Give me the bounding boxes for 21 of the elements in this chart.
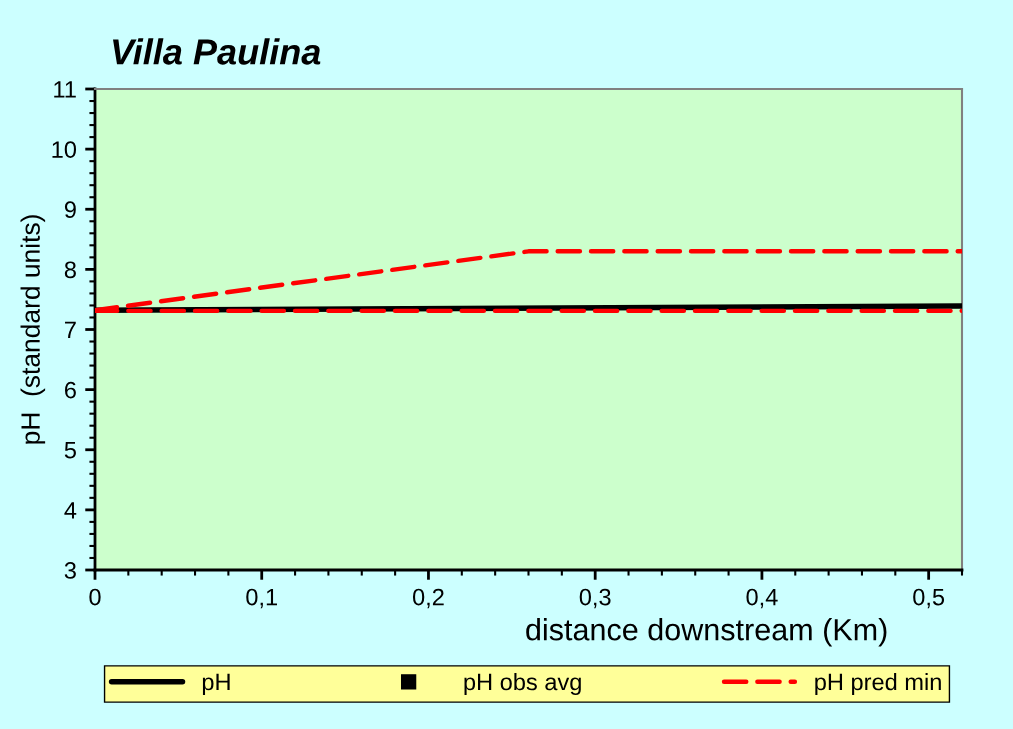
y-axis-title: pH (standard units) bbox=[20, 215, 46, 444]
y-tick-label: 4 bbox=[64, 502, 77, 519]
x-tick-label: 0,2 bbox=[412, 588, 444, 609]
y-tick-label: 3 bbox=[64, 562, 76, 579]
legend-label: pH bbox=[202, 673, 230, 696]
chart-title: Villa Paulina bbox=[113, 38, 321, 65]
y-tick-label: 9 bbox=[64, 201, 76, 219]
legend-label: pH pred min bbox=[815, 672, 941, 696]
y-tick-label: 11 bbox=[54, 81, 76, 98]
legend-label: pH obs avg bbox=[464, 672, 581, 696]
y-tick-label: 5 bbox=[64, 442, 76, 459]
y-tick-label: 7 bbox=[65, 321, 76, 339]
x-tick-label: 0,3 bbox=[579, 588, 611, 609]
y-tick-label: 8 bbox=[64, 261, 76, 279]
x-tick-label: 0 bbox=[89, 588, 101, 606]
x-tick-label: 0,4 bbox=[746, 588, 778, 609]
y-tick-label: 6 bbox=[65, 381, 76, 399]
x-tick-label: 0,1 bbox=[246, 588, 277, 609]
x-axis-title: distance downstream (Km) bbox=[526, 618, 887, 647]
y-tick-label: 10 bbox=[52, 141, 77, 158]
x-tick-label: 0,5 bbox=[913, 588, 945, 609]
